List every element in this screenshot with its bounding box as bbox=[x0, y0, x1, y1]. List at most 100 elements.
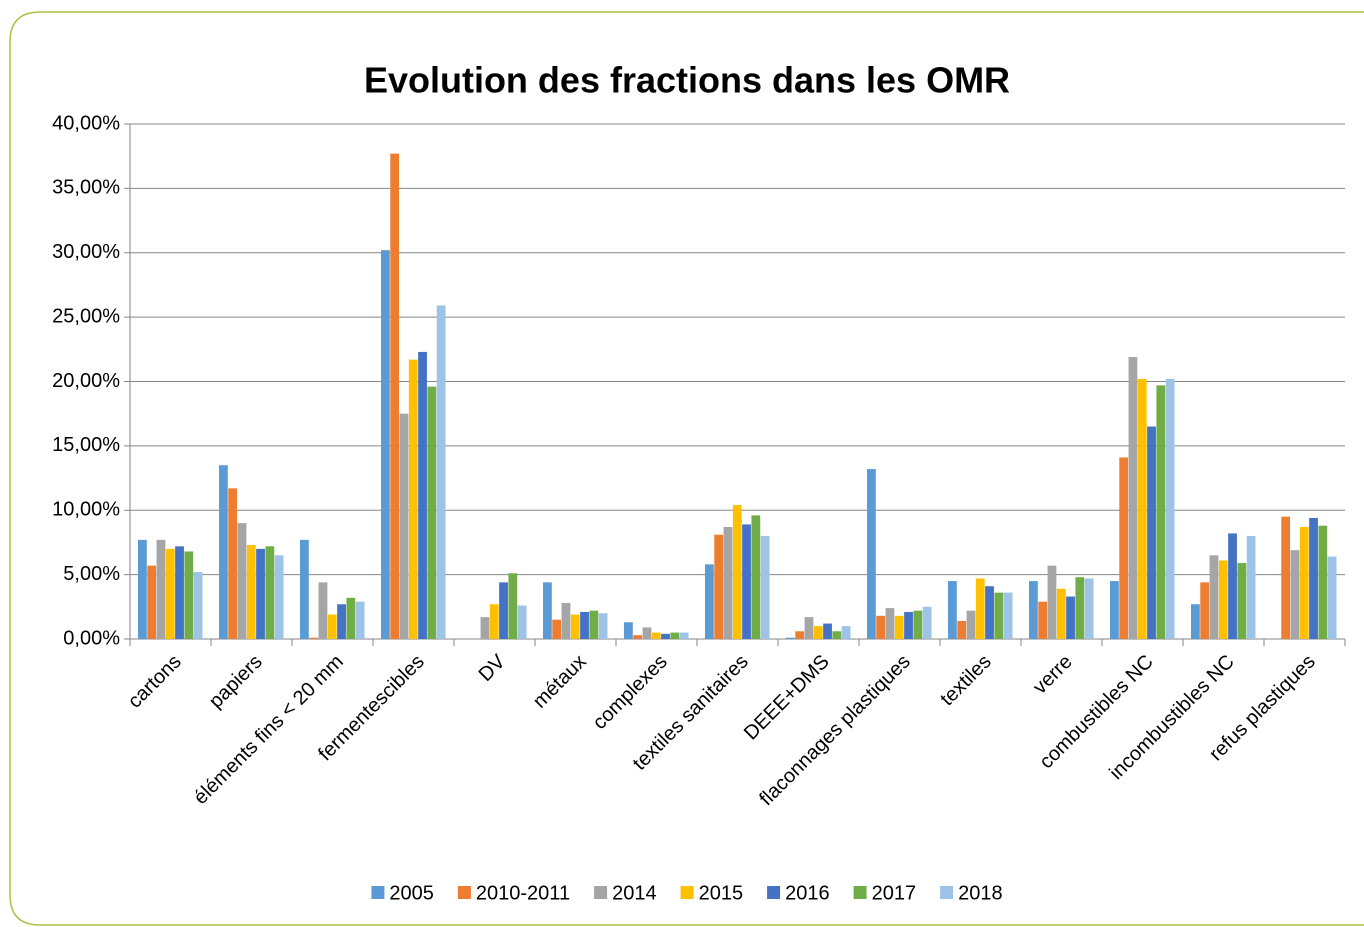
bar bbox=[948, 581, 957, 639]
bar bbox=[346, 597, 356, 639]
bar bbox=[679, 632, 689, 639]
bar bbox=[1147, 426, 1156, 639]
bar bbox=[138, 539, 147, 639]
bar bbox=[975, 578, 985, 639]
bar bbox=[714, 534, 724, 639]
bar bbox=[309, 637, 319, 639]
legend-swatch bbox=[940, 886, 954, 899]
bar bbox=[813, 626, 823, 639]
bar bbox=[913, 610, 923, 639]
bar bbox=[1191, 604, 1200, 639]
bar bbox=[1128, 357, 1138, 639]
bar bbox=[994, 592, 1004, 639]
legend-label: 2016 bbox=[785, 882, 830, 904]
bar bbox=[300, 539, 309, 639]
bar bbox=[589, 610, 599, 639]
y-tick-label: 25,00% bbox=[52, 305, 120, 327]
bar bbox=[867, 469, 876, 639]
bar bbox=[786, 637, 795, 639]
bar bbox=[1290, 550, 1300, 639]
bar bbox=[742, 524, 751, 639]
bar bbox=[265, 546, 275, 639]
bar bbox=[165, 548, 175, 639]
bar bbox=[274, 555, 284, 639]
y-tick-label: 15,00% bbox=[52, 434, 120, 456]
bar bbox=[894, 615, 904, 639]
legend-label: 2018 bbox=[958, 882, 1003, 904]
legend-label: 2010-2011 bbox=[476, 882, 570, 904]
legend-swatch bbox=[594, 886, 608, 899]
bar bbox=[156, 539, 166, 639]
bar bbox=[436, 305, 446, 639]
bar bbox=[1209, 555, 1219, 639]
x-tick-label: papiers bbox=[205, 651, 267, 713]
y-tick-label: 35,00% bbox=[52, 177, 120, 199]
bar bbox=[1318, 525, 1328, 639]
bar bbox=[147, 565, 157, 639]
legend-swatch bbox=[680, 886, 694, 899]
x-tick-label: cartons bbox=[124, 651, 186, 713]
bar bbox=[732, 505, 742, 639]
bar bbox=[1156, 385, 1166, 639]
bar bbox=[1119, 457, 1129, 639]
bar bbox=[480, 617, 490, 639]
y-tick-label: 0,00% bbox=[63, 627, 120, 649]
bar bbox=[633, 635, 643, 639]
bar bbox=[1029, 581, 1038, 639]
y-tick-label: 10,00% bbox=[52, 499, 120, 521]
bar bbox=[670, 632, 680, 639]
bar bbox=[570, 614, 580, 639]
bar bbox=[517, 605, 527, 639]
bar bbox=[723, 526, 733, 639]
bar bbox=[1038, 601, 1048, 639]
legend-swatch bbox=[767, 886, 781, 899]
bar bbox=[427, 386, 437, 639]
bar bbox=[580, 611, 589, 639]
bar bbox=[795, 631, 805, 639]
bar bbox=[237, 523, 247, 639]
bar bbox=[543, 582, 552, 639]
bar bbox=[966, 610, 976, 639]
bar bbox=[904, 611, 913, 639]
y-tick-label: 30,00% bbox=[52, 241, 120, 263]
x-tick-label: éléments fins < 20 mm bbox=[190, 651, 348, 809]
bar bbox=[1299, 526, 1309, 639]
bar bbox=[1246, 536, 1256, 639]
y-tick-label: 40,00% bbox=[52, 112, 120, 134]
bar bbox=[228, 488, 238, 639]
bar bbox=[390, 153, 400, 640]
legend-swatch bbox=[457, 886, 471, 899]
bar bbox=[1228, 533, 1237, 639]
bar bbox=[399, 413, 409, 639]
bar bbox=[1056, 588, 1066, 639]
bar bbox=[219, 465, 228, 639]
bar bbox=[1200, 582, 1210, 639]
chart-title: Evolution des fractions dans les OMR bbox=[364, 60, 1010, 101]
bar bbox=[598, 613, 608, 639]
bar bbox=[922, 606, 932, 639]
bar bbox=[885, 608, 895, 639]
bar bbox=[804, 617, 814, 639]
bar bbox=[184, 551, 194, 639]
bar bbox=[705, 564, 714, 639]
legend-label: 2005 bbox=[389, 882, 434, 904]
bar bbox=[985, 586, 994, 639]
legend-label: 2014 bbox=[612, 882, 657, 904]
bar bbox=[957, 620, 967, 639]
x-tick-label: métaux bbox=[529, 651, 591, 713]
bar bbox=[418, 351, 427, 639]
legend-swatch bbox=[371, 886, 385, 899]
legend-label: 2015 bbox=[699, 882, 744, 904]
bar bbox=[561, 602, 571, 639]
bar bbox=[355, 601, 365, 639]
bar bbox=[318, 582, 328, 639]
bar bbox=[1137, 378, 1147, 639]
bar bbox=[1218, 560, 1228, 639]
y-tick-label: 5,00% bbox=[63, 563, 120, 585]
chart-border bbox=[9, 11, 1364, 926]
bar bbox=[408, 359, 418, 639]
x-tick-label: DV bbox=[475, 650, 511, 686]
bar bbox=[624, 622, 633, 639]
bar bbox=[1084, 578, 1094, 639]
